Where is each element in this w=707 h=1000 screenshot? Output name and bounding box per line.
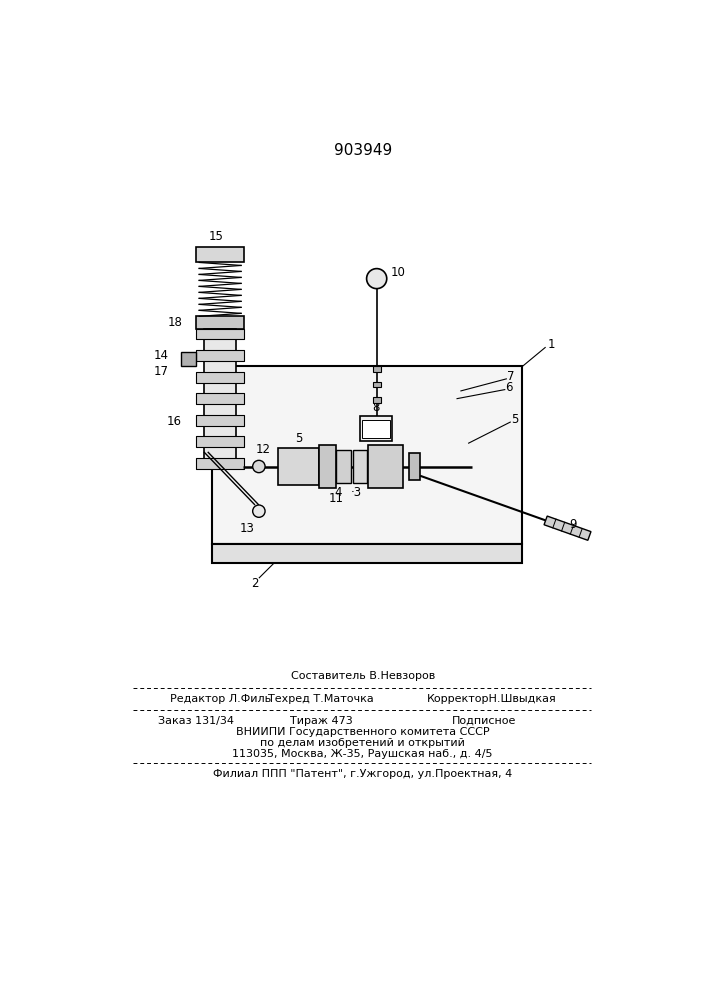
Bar (196, 329, 244, 339)
Bar (196, 350, 244, 361)
Text: 10: 10 (391, 266, 406, 279)
Text: Редактор Л.Филь: Редактор Л.Филь (170, 694, 271, 704)
Bar (409, 453, 420, 480)
Bar (204, 329, 236, 460)
Circle shape (252, 460, 265, 473)
Bar (373, 366, 380, 372)
Text: ·3: ·3 (351, 486, 362, 499)
Text: Заказ 131/34: Заказ 131/34 (158, 716, 234, 726)
Text: 0↑0: 0↑0 (366, 424, 385, 433)
Text: 14: 14 (154, 349, 169, 362)
Bar (196, 316, 244, 329)
Bar (196, 393, 244, 404)
Text: 8: 8 (372, 401, 380, 414)
Text: 113035, Москва, Ж-35, Раушская наб., д. 4/5: 113035, Москва, Ж-35, Раушская наб., д. … (233, 749, 493, 759)
Bar (319, 445, 336, 488)
Bar (279, 448, 319, 485)
Bar (196, 247, 244, 262)
Bar (353, 450, 367, 483)
Bar (196, 436, 244, 447)
Text: по делам изобретений и открытий: по делам изобретений и открытий (260, 738, 465, 748)
Text: 7: 7 (507, 370, 515, 383)
Bar (368, 445, 403, 488)
Bar (336, 450, 351, 483)
Text: 13: 13 (240, 522, 255, 535)
Text: КорректорН.Швыдкая: КорректорН.Швыдкая (426, 694, 556, 704)
Text: 6: 6 (506, 381, 513, 394)
Text: 15: 15 (209, 230, 223, 243)
Bar (196, 372, 244, 383)
Bar (373, 397, 380, 403)
Bar (212, 544, 522, 563)
Text: Тираж 473: Тираж 473 (289, 716, 352, 726)
Text: Подписное: Подписное (452, 716, 516, 726)
Bar (196, 458, 244, 469)
Bar (373, 382, 380, 387)
Text: 9: 9 (569, 518, 576, 531)
Text: 2: 2 (251, 577, 259, 590)
Text: Техред Т.Маточка: Техред Т.Маточка (268, 694, 374, 704)
Bar (212, 366, 522, 544)
Text: Филиал ППП "Патент", г.Ужгород, ул.Проектная, 4: Филиал ППП "Патент", г.Ужгород, ул.Проек… (213, 769, 513, 779)
Text: 5: 5 (295, 432, 302, 445)
Text: ВНИИПИ Государственного комитета СССР: ВНИИПИ Государственного комитета СССР (236, 727, 489, 737)
Text: 1: 1 (547, 338, 555, 351)
Circle shape (252, 505, 265, 517)
Text: 4: 4 (334, 486, 341, 499)
Text: 18: 18 (168, 316, 182, 329)
Text: 16: 16 (167, 415, 182, 428)
Text: Составитель В.Невзоров: Составитель В.Невзоров (291, 671, 435, 681)
Circle shape (367, 269, 387, 289)
Bar (180, 352, 196, 366)
Text: 903949: 903949 (334, 143, 392, 158)
Text: 5: 5 (511, 413, 518, 426)
Text: 17: 17 (154, 365, 169, 378)
Text: 11: 11 (329, 492, 344, 505)
Bar (360, 416, 392, 441)
Bar (362, 420, 390, 438)
Polygon shape (544, 516, 591, 540)
Bar (196, 415, 244, 426)
Text: 12: 12 (255, 443, 270, 456)
